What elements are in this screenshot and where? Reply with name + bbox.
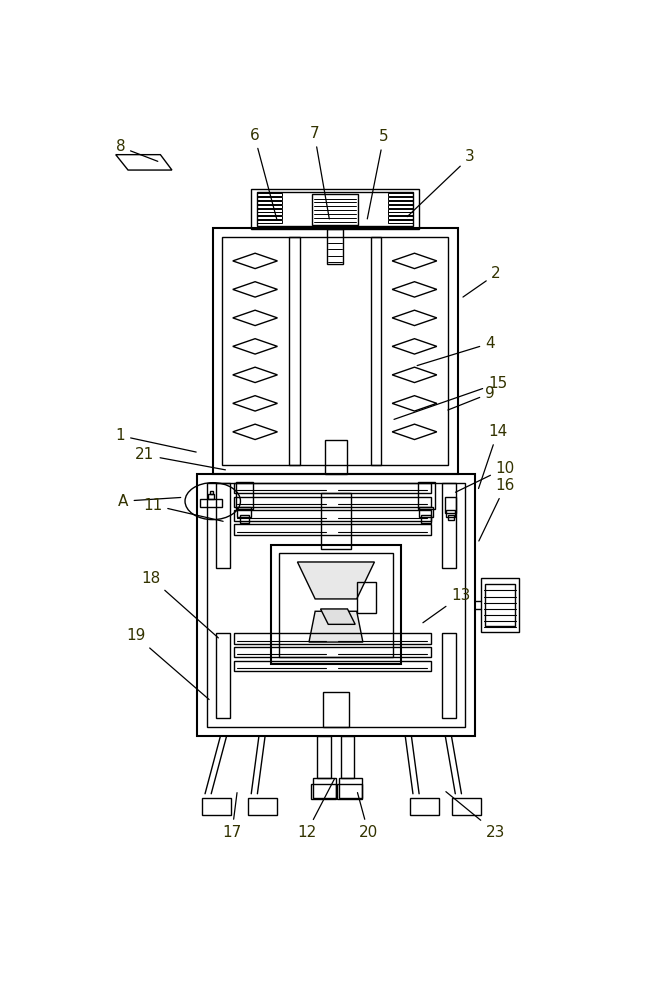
Bar: [213, 228, 458, 474]
Bar: [388, 212, 413, 215]
Bar: [312, 194, 358, 225]
Text: A: A: [118, 494, 181, 509]
Text: 14: 14: [479, 424, 508, 489]
Bar: [452, 798, 481, 815]
Text: 1: 1: [116, 428, 196, 452]
Bar: [311, 784, 336, 799]
Bar: [417, 482, 434, 509]
Bar: [233, 647, 430, 657]
Bar: [445, 497, 456, 513]
Text: 23: 23: [446, 792, 505, 840]
Bar: [216, 483, 230, 568]
Bar: [207, 483, 465, 727]
Bar: [485, 584, 515, 626]
Bar: [328, 229, 343, 264]
Bar: [337, 784, 362, 799]
Text: 10: 10: [455, 461, 515, 492]
Bar: [313, 778, 336, 798]
Bar: [419, 507, 433, 517]
Bar: [371, 237, 381, 465]
Bar: [210, 491, 213, 494]
Bar: [233, 497, 430, 507]
Text: 20: 20: [358, 793, 378, 840]
Bar: [208, 494, 215, 499]
Bar: [271, 545, 401, 664]
Text: 17: 17: [222, 793, 241, 840]
Bar: [341, 736, 354, 778]
Text: 16: 16: [479, 478, 515, 541]
Text: 4: 4: [417, 336, 495, 366]
Bar: [410, 798, 439, 815]
Bar: [289, 237, 300, 465]
Bar: [339, 778, 362, 798]
Bar: [323, 692, 349, 727]
Text: 5: 5: [368, 129, 388, 219]
Bar: [388, 209, 413, 212]
Bar: [388, 205, 413, 208]
Bar: [481, 578, 519, 632]
Bar: [356, 582, 376, 613]
Bar: [446, 510, 455, 517]
Bar: [258, 205, 282, 208]
Text: 8: 8: [116, 139, 158, 161]
Text: 7: 7: [309, 126, 330, 219]
Bar: [421, 515, 430, 523]
Bar: [258, 212, 282, 215]
Bar: [442, 633, 456, 718]
Bar: [388, 216, 413, 219]
Bar: [258, 193, 282, 196]
Text: 9: 9: [448, 386, 495, 410]
Bar: [233, 633, 430, 644]
Bar: [325, 440, 347, 474]
Bar: [216, 633, 230, 718]
Bar: [442, 483, 456, 568]
Text: 15: 15: [394, 376, 508, 419]
Text: 2: 2: [463, 266, 501, 297]
Bar: [317, 736, 332, 778]
Bar: [388, 201, 413, 204]
Bar: [258, 197, 282, 200]
Polygon shape: [320, 609, 355, 624]
Polygon shape: [298, 562, 375, 599]
Bar: [321, 493, 351, 549]
Bar: [233, 661, 430, 671]
Bar: [258, 220, 282, 223]
Text: 13: 13: [423, 588, 470, 623]
Bar: [198, 474, 475, 736]
Bar: [237, 507, 251, 517]
Bar: [279, 553, 393, 657]
Text: 19: 19: [126, 628, 209, 700]
Text: 18: 18: [141, 571, 218, 638]
Text: 3: 3: [407, 149, 475, 217]
Bar: [222, 237, 449, 465]
Text: 11: 11: [143, 497, 223, 521]
Bar: [258, 209, 282, 212]
Bar: [202, 798, 232, 815]
Bar: [388, 193, 413, 196]
Text: 12: 12: [297, 779, 335, 840]
Polygon shape: [309, 611, 363, 642]
Bar: [233, 483, 430, 493]
Bar: [233, 510, 430, 521]
Bar: [233, 524, 430, 535]
Bar: [236, 482, 253, 509]
Bar: [240, 515, 249, 523]
Text: 6: 6: [249, 128, 277, 219]
Bar: [251, 189, 419, 229]
Bar: [258, 216, 282, 219]
Text: 21: 21: [135, 447, 226, 470]
Bar: [200, 499, 222, 507]
Bar: [258, 192, 413, 226]
Bar: [388, 220, 413, 223]
Bar: [388, 197, 413, 200]
Bar: [248, 798, 277, 815]
Bar: [258, 201, 282, 204]
Bar: [447, 515, 454, 520]
